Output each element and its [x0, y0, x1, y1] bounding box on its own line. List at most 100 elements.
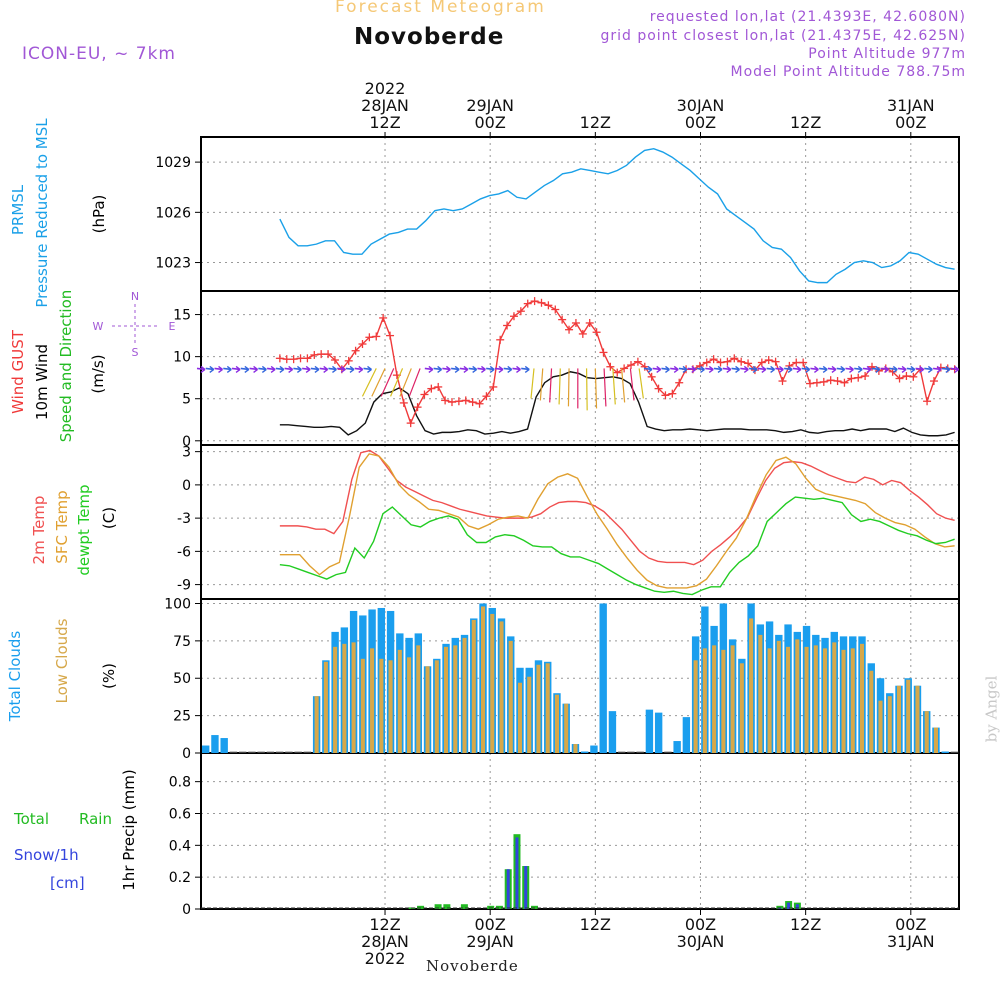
precipitation-ytick-label: 0.2 — [169, 870, 191, 886]
low-cloud-bar — [786, 646, 791, 753]
low-cloud-bar — [823, 648, 828, 753]
wind-direction-arrowhead — [218, 365, 223, 373]
wind-direction-arrow — [539, 368, 544, 401]
wind-direction-arrowhead — [875, 365, 881, 373]
rain-bar — [495, 905, 503, 909]
precipitation-ytick-label: 0.6 — [169, 806, 191, 822]
low-cloud-bar — [388, 660, 393, 753]
wind-ytick-label: 5 — [182, 392, 191, 408]
low-cloud-bar — [573, 744, 578, 753]
low-cloud-bar — [896, 685, 902, 753]
low-cloud-bar — [739, 663, 744, 753]
wind-direction-arrowhead — [665, 365, 670, 373]
low-cloud-bar — [499, 621, 504, 753]
grid-point-coords: grid point closest lon,lat (21.4375E, 42… — [600, 28, 966, 44]
snow-bar — [524, 866, 528, 909]
wind-direction-arrowhead — [726, 365, 732, 373]
wind-direction-arrowhead — [884, 365, 889, 373]
cloud-total-label: Total Clouds — [6, 631, 24, 723]
low-cloud-bar — [434, 660, 439, 753]
low-cloud-bar — [924, 711, 929, 753]
wind-direction-arrowhead — [743, 365, 749, 373]
temperature-ytick-label: 3 — [182, 445, 191, 461]
wind-direction-arrow — [530, 368, 535, 399]
low-cloud-bar — [767, 648, 772, 753]
wind-direction-arrow — [621, 368, 626, 403]
wind-direction-arrowhead — [209, 365, 215, 373]
rain-bar — [434, 904, 442, 909]
wind-direction-arrowhead — [866, 365, 872, 373]
sfc-temp-line — [279, 453, 955, 589]
low-cloud-bar — [453, 645, 458, 753]
low-cloud-bar — [462, 637, 467, 753]
wind-direction-arrowhead — [708, 365, 714, 373]
low-cloud-bar — [370, 648, 375, 753]
clouds-ytick-label: 100 — [164, 596, 191, 612]
wind-direction-arrow — [399, 368, 412, 397]
wind-direction-arrowhead — [472, 365, 478, 373]
top-time-label: 12Z — [790, 113, 821, 132]
precipitation-ytick-label: 0 — [182, 902, 191, 918]
wind-direction-arrowhead — [498, 365, 504, 373]
low-cloud-bar — [859, 643, 865, 753]
low-cloud-bar — [342, 643, 347, 753]
low-cloud-bar — [407, 657, 412, 753]
precip-cm-label: [cm] — [50, 874, 85, 892]
wind-direction-arrowhead — [489, 365, 495, 373]
wind-direction-arrowhead — [857, 365, 863, 373]
total-cloud-bar — [682, 717, 691, 753]
wind-direction-arrowhead — [200, 365, 206, 373]
top-time-label: 2022 — [365, 79, 406, 98]
wind-direction-arrowhead — [892, 365, 898, 373]
low-cloud-bar — [749, 618, 754, 753]
low-cloud-bar — [850, 648, 855, 753]
top-time-label: 31JAN — [887, 96, 935, 115]
pressure-label-1: PRMSL — [9, 184, 27, 235]
low-cloud-bar — [323, 661, 328, 753]
wind-direction-arrowhead — [507, 365, 513, 373]
source-title: Forecast Meteogram — [335, 0, 546, 17]
rain-bar — [417, 905, 425, 909]
low-cloud-bar — [471, 619, 476, 753]
wind-direction-arrow — [629, 368, 635, 401]
wind-direction-arrowhead — [358, 365, 364, 373]
bottom-time-label: 28JAN — [361, 932, 409, 951]
wind-direction-arrowhead — [954, 365, 960, 373]
low-cloud-bar — [933, 727, 938, 753]
snow-bar — [515, 837, 519, 909]
clouds-ytick-label: 0 — [182, 746, 191, 762]
footer-location: Novoberde — [426, 957, 519, 975]
wind-direction-arrow — [585, 368, 588, 411]
bottom-time-label: 00Z — [895, 915, 926, 934]
wind-gust-line — [279, 300, 955, 426]
total-cloud-bar — [590, 745, 598, 753]
rain-bar — [487, 905, 495, 909]
wind-direction-arrowhead — [323, 365, 329, 373]
low-cloud-bar — [841, 649, 846, 753]
low-cloud-bar — [887, 696, 892, 753]
wind-direction-arrowhead — [332, 365, 337, 373]
wind-direction-arrowhead — [822, 365, 828, 373]
wind-direction-arrow — [380, 368, 395, 397]
temperature-frame — [200, 444, 960, 600]
top-time-label: 12Z — [580, 113, 611, 132]
low-cloud-bar — [758, 634, 763, 753]
wind-speed-line — [279, 371, 955, 437]
low-cloud-bar — [869, 670, 874, 753]
temp-2m-label: 2m Temp — [30, 496, 48, 565]
total-cloud-bar — [220, 738, 228, 753]
low-cloud-bar — [730, 645, 735, 753]
wind-direction-arrowhead — [656, 365, 662, 373]
compass-n: N — [131, 290, 139, 303]
rain-bar — [460, 904, 468, 909]
low-cloud-bar — [333, 646, 338, 753]
top-time-label: 28JAN — [361, 96, 409, 115]
wind-direction-arrowhead — [778, 365, 784, 373]
low-cloud-bar — [360, 658, 365, 753]
wind-direction-arrowhead — [279, 365, 285, 373]
wind-direction-arrow — [389, 368, 404, 397]
wind-dir-label: Speed and Direction — [57, 290, 75, 443]
requested-coords: requested lon,lat (21.4393E, 42.6080N) — [649, 9, 966, 25]
clouds-ytick-label: 50 — [173, 671, 191, 687]
bottom-time-label: 2022 — [365, 949, 406, 968]
